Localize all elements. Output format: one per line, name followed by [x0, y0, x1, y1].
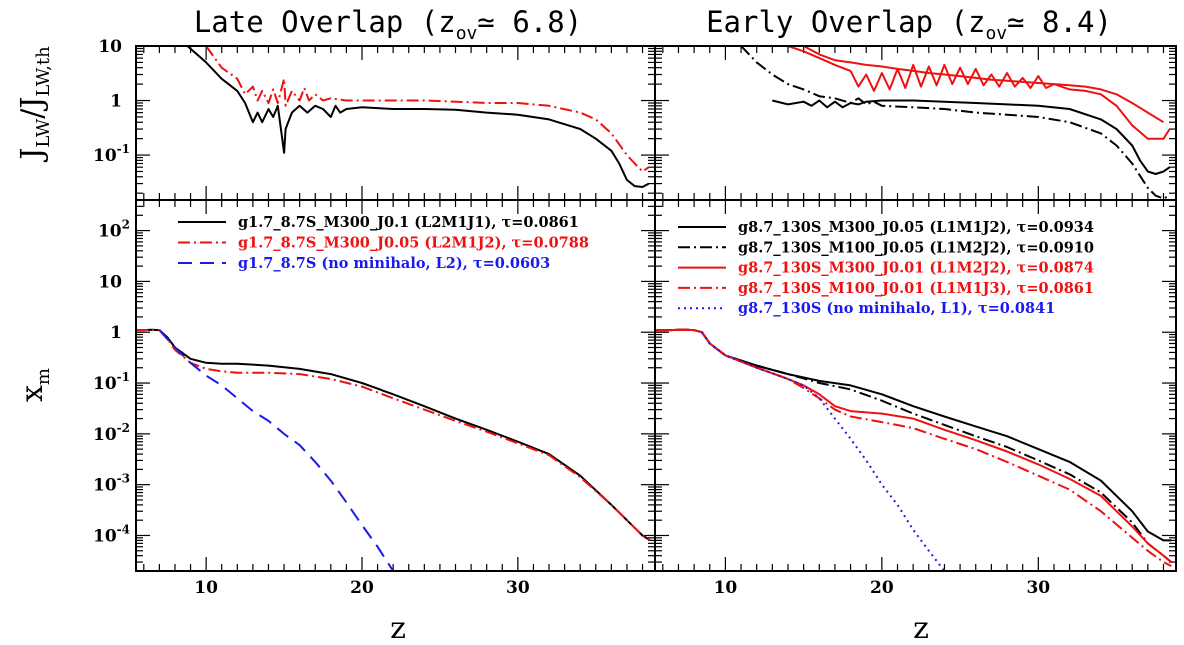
ylabel-top: JLW/JLW,th	[15, 46, 54, 163]
ylabel-top-sub2: LW,th	[33, 46, 54, 97]
series-line-1	[655, 328, 1172, 542]
y-tick-label: 10	[98, 37, 122, 57]
legend-label: g8.7_130S_M300_J0.01 (L1M2J2), τ=0.0874	[738, 260, 1094, 277]
series-line-5	[701, 331, 946, 571]
legend-label: g1.7_8.7S (no minihalo, L2), τ=0.0603	[238, 255, 550, 272]
x-tick-label: 20	[870, 578, 894, 598]
panel-bottom-right: 10 20 30	[654, 199, 1177, 598]
xlabel-right: z	[913, 611, 929, 645]
title-left-main: Late Overlap (z	[194, 5, 456, 39]
title-left-tail: ≃ 6.8)	[477, 5, 582, 39]
title-right-sub: ov	[985, 23, 1007, 44]
y-tick-label: 10-4	[93, 522, 130, 546]
ylabel-top-mid: /J	[15, 97, 50, 119]
legend-label: g8.7_130S_M100_J0.01 (L1M1J3), τ=0.0861	[738, 280, 1094, 297]
y-tick-label: 10-3	[93, 472, 130, 496]
legend-label: g8.7_130S (no minihalo, L1), τ=0.0841	[738, 300, 1055, 317]
legend-bottom-left: g1.7_8.7S_M300_J0.1 (L2M1J1), τ=0.0861 g1…	[178, 214, 589, 272]
series-line-2	[136, 328, 651, 542]
panel-frame	[654, 199, 1177, 572]
title-right-main: Early Overlap (z	[706, 5, 985, 39]
y-tick-label: 1	[110, 92, 122, 112]
ylabel-bottom-x: x	[15, 385, 50, 402]
series-line-3	[655, 328, 1172, 563]
legend-label: g1.7_8.7S_M300_J0.1 (L2M1J1), τ=0.0861	[238, 214, 579, 231]
title-right: Early Overlap (zov≃ 8.4)	[706, 5, 1112, 44]
x-tick-label: 10	[714, 578, 738, 598]
y-tick-label: 1	[110, 323, 122, 343]
panels: 10 1 10-1 10 20 30 102 10 1 10-1 10-2 10-3 10-4 10 20 3…	[93, 37, 1177, 598]
title-left: Late Overlap (zov≃ 6.8)	[194, 5, 582, 44]
legend-bottom-right: g8.7_130S_M300_J0.05 (L1M1J2), τ=0.0934 g…	[678, 219, 1094, 317]
series-line-4	[803, 46, 1165, 124]
xlabel-left: z	[390, 611, 406, 645]
y-tick-label: 10-1	[93, 370, 130, 394]
series-line-2	[205, 46, 650, 173]
ylabel-top-sub1: LW	[33, 118, 54, 147]
panel-top-left: 10 1 10-1	[93, 37, 656, 201]
series-line-4	[655, 328, 1172, 567]
title-right-tail: ≃ 8.4)	[1007, 5, 1112, 39]
y-tick-label: 10-2	[93, 421, 130, 445]
legend-label: g8.7_130S_M100_J0.05 (L1M2J2), τ=0.0910	[738, 239, 1094, 256]
series-line-1	[136, 328, 651, 542]
series-line-2	[655, 328, 1172, 563]
x-tick-label: 20	[350, 578, 374, 598]
series-line-1	[186, 46, 650, 188]
ylabel-top-j1: J	[15, 148, 50, 163]
series-line-1	[772, 99, 1171, 175]
panel-top-right	[654, 45, 1177, 201]
x-tick-label: 10	[194, 578, 218, 598]
title-left-sub: ov	[456, 23, 478, 44]
y-tick-label: 10-1	[93, 142, 130, 166]
x-tick-label: 30	[1026, 578, 1050, 598]
y-tick-label: 10	[98, 272, 122, 292]
x-tick-label: 30	[506, 578, 530, 598]
y-tick-label: 102	[98, 218, 130, 242]
legend-label: g1.7_8.7S_M300_J0.05 (L2M1J2), τ=0.0788	[238, 235, 589, 252]
ylabel-bottom: xm	[15, 368, 54, 402]
series-line-3	[158, 329, 395, 571]
ylabel-bottom-sub: m	[33, 368, 54, 385]
series-line-2	[740, 46, 1171, 200]
legend-label: g8.7_130S_M300_J0.05 (L1M1J2), τ=0.0934	[738, 219, 1094, 236]
